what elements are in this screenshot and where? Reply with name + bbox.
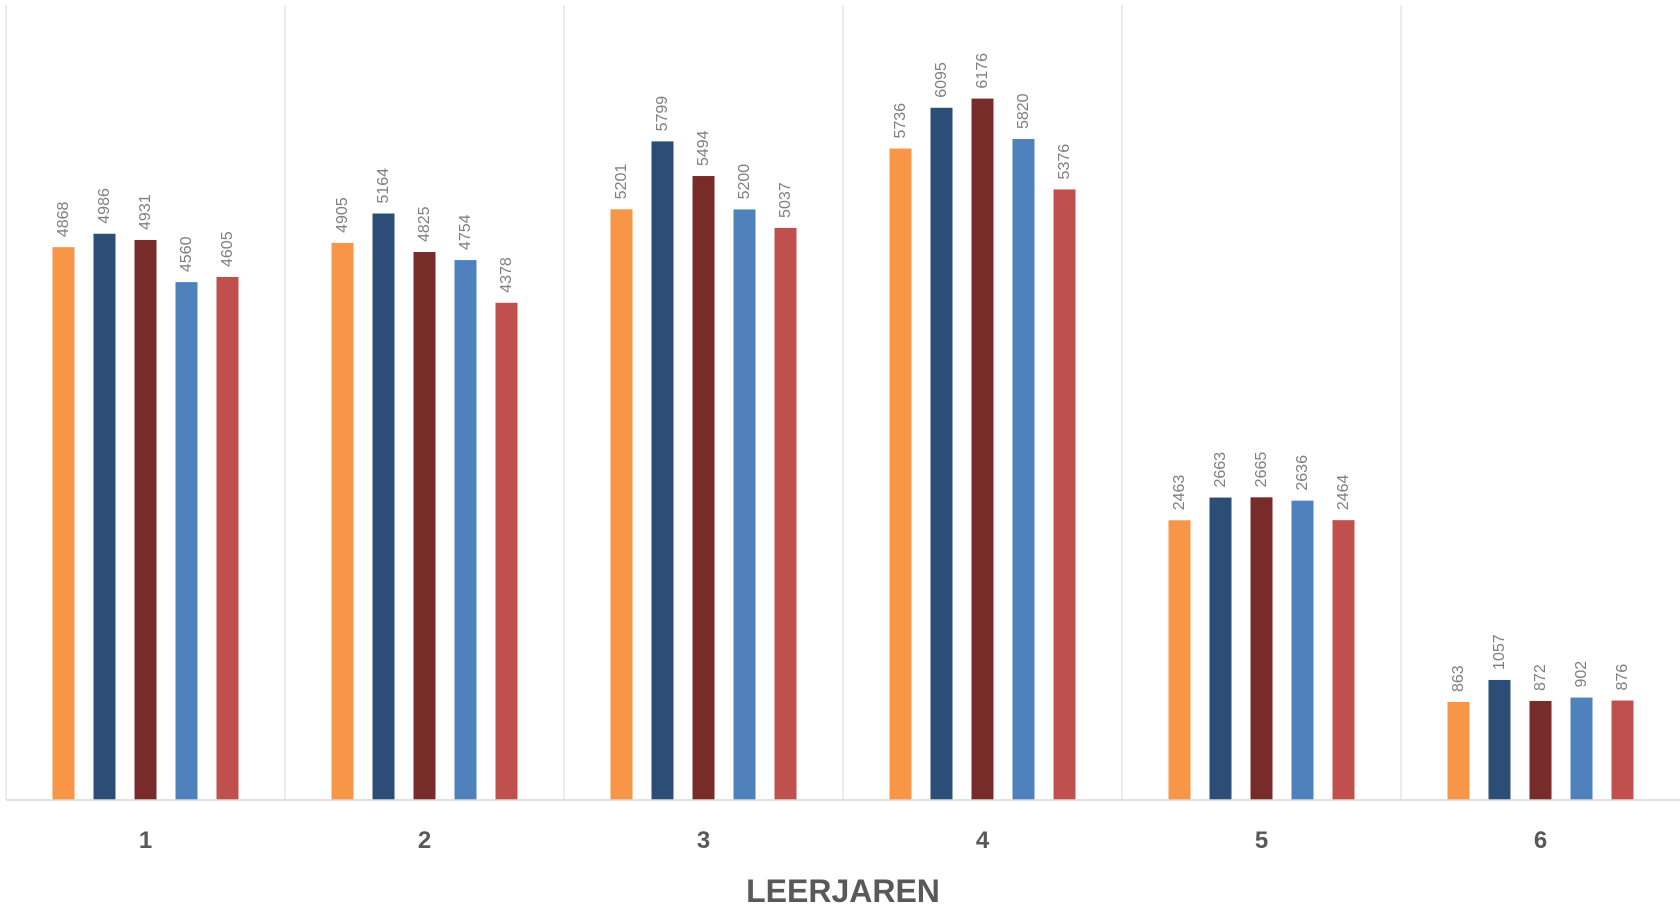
bar — [1332, 520, 1355, 800]
data-label: 2464 — [1335, 474, 1352, 510]
data-label: 4825 — [416, 206, 433, 242]
bar — [454, 260, 477, 800]
data-label: 2663 — [1212, 452, 1229, 488]
data-label: 902 — [1573, 661, 1590, 688]
data-label: 2636 — [1294, 455, 1311, 491]
x-tick-label: 5 — [1255, 827, 1268, 854]
data-label: 5164 — [375, 168, 392, 204]
data-label: 4378 — [498, 257, 515, 293]
data-label: 6095 — [933, 62, 950, 98]
bar — [1529, 700, 1552, 800]
bar — [1611, 700, 1634, 800]
data-label: 5037 — [777, 182, 794, 218]
data-label: 5200 — [736, 164, 753, 200]
bar — [610, 209, 633, 800]
bar — [1488, 679, 1511, 800]
bar — [413, 252, 436, 801]
x-tick-label: 3 — [697, 827, 710, 854]
bar — [331, 242, 354, 801]
data-label: 4986 — [96, 188, 113, 224]
data-label: 872 — [1532, 664, 1549, 691]
category-separators — [5, 5, 1402, 800]
data-label: 5376 — [1056, 144, 1073, 180]
bar — [774, 227, 797, 800]
data-label: 4931 — [137, 194, 154, 230]
bar — [1209, 497, 1232, 800]
bar — [372, 213, 395, 800]
bar — [495, 302, 518, 800]
data-label: 5799 — [654, 96, 671, 132]
data-labels: 4868 4986 4931 4560 4605 4905 5164 4825 4754 4378… — [55, 53, 1631, 692]
bar — [175, 282, 198, 801]
x-tick-labels: 1 2 3 4 5 6 — [139, 827, 1547, 854]
data-label: 2665 — [1253, 452, 1270, 488]
data-label: 6176 — [974, 53, 991, 89]
bar — [216, 277, 239, 801]
bar — [52, 247, 75, 801]
data-label: 5201 — [613, 164, 630, 200]
data-label: 5820 — [1015, 93, 1032, 129]
data-label: 2463 — [1171, 475, 1188, 511]
bar — [889, 148, 912, 800]
data-label: 4868 — [55, 201, 72, 237]
x-tick-label: 1 — [139, 827, 152, 854]
bar — [1168, 520, 1191, 800]
x-axis-title: LEERJAREN — [746, 873, 940, 907]
bar — [1570, 697, 1593, 800]
bar — [1053, 189, 1076, 800]
bar — [1291, 500, 1314, 800]
bar — [971, 98, 994, 800]
data-label: 4560 — [178, 236, 195, 272]
bar — [1012, 139, 1035, 800]
bar — [733, 209, 756, 800]
data-label: 5736 — [892, 103, 909, 139]
data-label: 4605 — [219, 231, 236, 267]
data-label: 876 — [1614, 664, 1631, 691]
data-label: 863 — [1450, 665, 1467, 692]
bar — [930, 107, 953, 800]
x-tick-label: 6 — [1534, 827, 1547, 854]
bar — [692, 176, 715, 800]
data-label: 5494 — [695, 130, 712, 166]
bars — [52, 98, 1634, 801]
x-tick-label: 2 — [418, 827, 431, 854]
data-label: 4905 — [334, 197, 351, 233]
bar — [93, 233, 116, 801]
bar — [134, 239, 157, 801]
x-tick-label: 4 — [976, 827, 990, 854]
bar — [1447, 701, 1470, 800]
bar — [1250, 497, 1273, 800]
bar — [651, 141, 674, 800]
data-label: 1057 — [1491, 634, 1508, 670]
data-label: 4754 — [457, 214, 474, 250]
